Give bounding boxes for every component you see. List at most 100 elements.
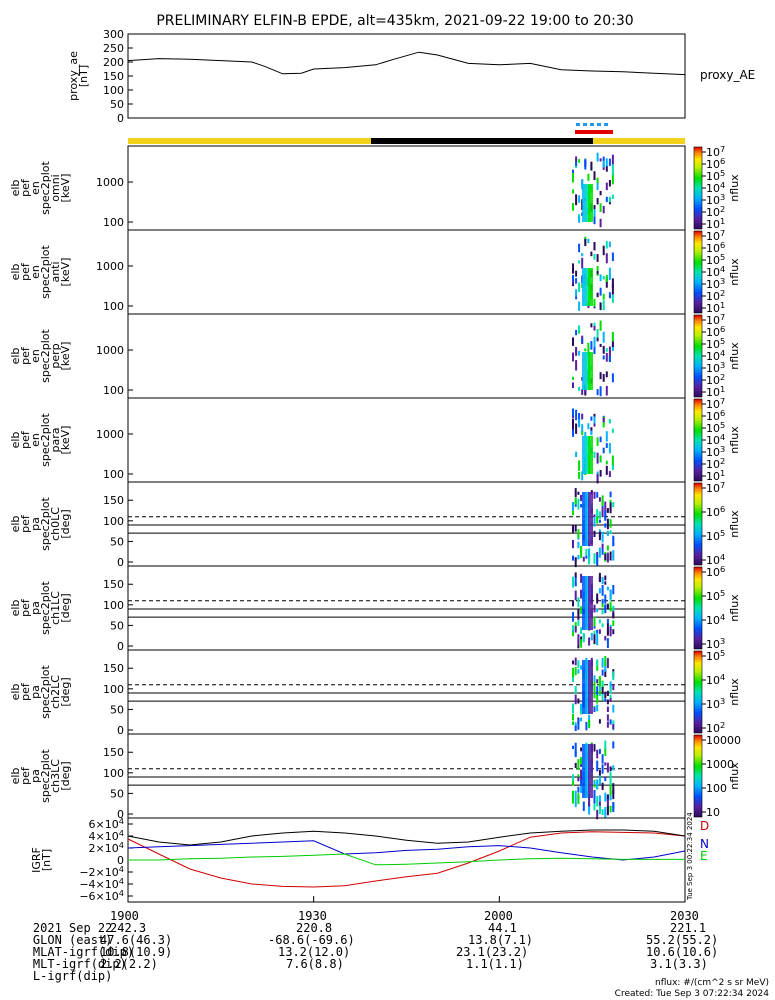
science-blue-marker (590, 123, 594, 126)
spectrogram-pixel (599, 470, 602, 477)
spectrogram-pixel (596, 254, 599, 262)
spectrogram-pixel (577, 541, 580, 549)
spectrogram-pixel (574, 525, 577, 532)
colorbar-tick-label: 104 (706, 552, 725, 567)
spectrogram-pixel (577, 529, 580, 539)
spectrogram-pixel (578, 419, 581, 428)
spectrogram-pixel (598, 775, 601, 785)
spectrogram-pixel (593, 553, 596, 564)
footer-value: 47.6(46.3) (100, 933, 173, 947)
colorbar-tick-label: 106 (706, 564, 725, 579)
spectrogram-core (582, 184, 587, 222)
spectrogram-pixel (575, 451, 578, 457)
colorbar-tick-label: 102 (706, 456, 725, 471)
y-axis-label: elb (9, 768, 22, 785)
spectrogram-pixel (609, 589, 612, 600)
y-tick-label: 50 (110, 619, 124, 632)
spectrogram-pixel (575, 329, 578, 336)
spectrogram-pixel (602, 275, 605, 280)
spectrogram-pixel (572, 629, 574, 633)
spectrogram-pixel (609, 719, 612, 725)
footer-row: 2021 Sep 22 (4, 910, 112, 946)
spectrogram-pixel (580, 494, 583, 502)
y-tick-label: 0 (117, 724, 124, 737)
y-tick-label: 0 (117, 640, 124, 653)
spectrogram-pixel (574, 488, 577, 498)
spectrogram-pixel (602, 355, 605, 360)
spectrogram-pixel (572, 660, 574, 665)
spectrogram-pixel (609, 626, 612, 637)
colorbar-tick-label: 104 (706, 612, 725, 627)
nflux-units-note: nflux: #/(cm^2 s sr MeV) (655, 978, 769, 988)
y-axis-label: ch0LC (49, 507, 62, 541)
spectrogram-pixel (582, 633, 585, 643)
spectrogram-pixel (572, 600, 574, 607)
spectrogram-pixel (608, 346, 611, 356)
spectrogram-core (588, 744, 593, 798)
spectrogram-pixel (572, 382, 574, 388)
spectrogram-core (582, 576, 587, 630)
spectrogram-pixel (572, 745, 574, 750)
colorbar-tick-label: 101 (706, 384, 725, 399)
footer-value: 242.3 (110, 921, 147, 935)
spectrogram-pixel (598, 576, 601, 583)
spectrogram-pixel (611, 252, 614, 261)
spectrogram-pixel (574, 667, 577, 676)
y-axis-label: pa (29, 517, 42, 531)
spectrogram-pixel (578, 260, 581, 264)
spectrogram-pixel (599, 386, 602, 397)
spectrogram-pixel (575, 194, 578, 206)
spectrogram-pixel (580, 704, 583, 710)
spectrogram-pixel (605, 166, 608, 172)
spectrogram-pixel (596, 760, 599, 772)
spectrogram-pixel (599, 287, 602, 296)
spectrogram-pixel (612, 802, 615, 812)
colorbar-tick-label: 10 (706, 806, 720, 819)
spectrogram-pixel (609, 687, 612, 694)
y-tick-label: 150 (103, 662, 124, 675)
spectrogram-pixel (581, 389, 584, 395)
spectrogram-pixel (609, 502, 612, 514)
science-zone-markers (575, 123, 613, 134)
y-axis-label: pef (19, 766, 32, 785)
y-axis-label: elb (9, 264, 22, 281)
colorbar-tick-label: 103 (706, 636, 725, 651)
spectrogram-pixel (596, 704, 599, 712)
spectrogram-pixel (577, 776, 580, 782)
spectrogram-pixel (604, 604, 607, 614)
spectrogram-pixel (598, 799, 601, 811)
y-axis-label: pa (29, 685, 42, 699)
spectrogram-pixel (611, 278, 614, 288)
spectrogram-pixel (575, 270, 578, 277)
colorbar-tick-label: 103 (706, 192, 725, 207)
panel-frame (127, 481, 686, 567)
spectrogram-pixel (599, 455, 602, 462)
y-axis-label: pef (19, 514, 32, 533)
y-axis-label: pef (19, 178, 32, 197)
spectrogram-pixel (593, 630, 596, 637)
spectrogram-pixel (593, 675, 596, 682)
spectrogram-pixel (606, 545, 609, 551)
colorbar-label: nflux (728, 342, 741, 370)
spectrogram-pixel (604, 792, 607, 802)
spectrogram-pixel (602, 159, 605, 168)
spectrogram-core (585, 576, 590, 630)
y-axis-label: pef (19, 430, 32, 449)
spectrogram-pixel (606, 798, 609, 806)
spectrogram-pixel (599, 320, 602, 331)
colorbar-label: nflux (728, 594, 741, 622)
colorbar-tick-label: 102 (706, 372, 725, 387)
spectrogram-pixel (588, 719, 591, 729)
spectrogram-pixel (606, 629, 609, 636)
spectrogram-pixel (609, 694, 612, 701)
spectrogram-pixel (588, 555, 591, 565)
spectrogram-pixel (584, 239, 587, 247)
spectrogram-pixel (606, 518, 609, 530)
y-tick-label: 100 (103, 84, 124, 97)
spectrogram-pixel (601, 691, 604, 701)
panel-frame (127, 817, 686, 903)
spectrogram-pixel (582, 801, 585, 811)
y-axis-label: proxy_ae (67, 51, 80, 101)
spectrogram-pixel (606, 552, 609, 563)
